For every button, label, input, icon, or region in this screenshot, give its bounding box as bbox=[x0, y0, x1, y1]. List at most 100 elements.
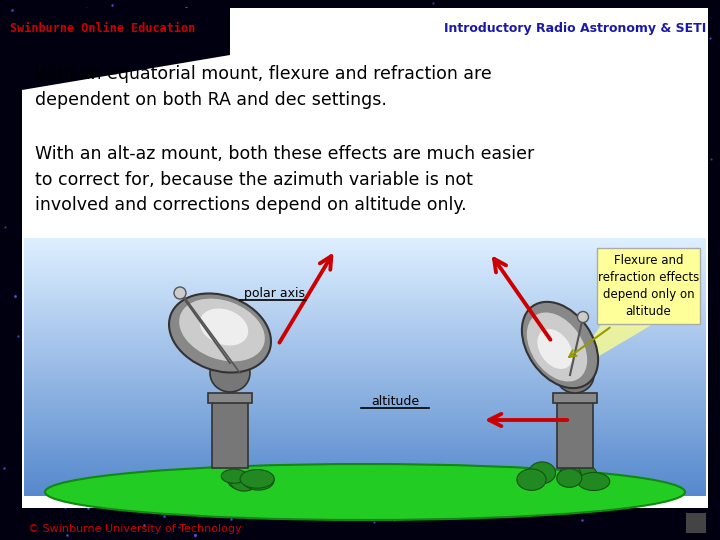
Bar bbox=[24, 336, 706, 339]
Bar bbox=[24, 318, 706, 321]
Ellipse shape bbox=[210, 354, 250, 392]
Ellipse shape bbox=[179, 298, 266, 362]
Ellipse shape bbox=[253, 472, 273, 487]
Bar bbox=[24, 282, 706, 285]
Bar bbox=[24, 361, 706, 365]
Bar bbox=[24, 284, 706, 287]
Ellipse shape bbox=[537, 329, 572, 369]
Bar bbox=[24, 467, 706, 470]
Bar bbox=[24, 276, 706, 280]
Bar bbox=[24, 251, 706, 254]
Text: polar axis: polar axis bbox=[243, 287, 305, 300]
Bar bbox=[24, 438, 706, 442]
Bar bbox=[24, 346, 706, 349]
Bar bbox=[24, 405, 706, 408]
Text: altitude: altitude bbox=[371, 395, 419, 408]
Text: Introductory Radio Astronomy & SETI: Introductory Radio Astronomy & SETI bbox=[444, 22, 706, 35]
Bar bbox=[24, 390, 706, 393]
Bar bbox=[24, 387, 706, 390]
Bar bbox=[24, 315, 706, 318]
Polygon shape bbox=[567, 275, 660, 375]
Bar bbox=[24, 297, 706, 300]
Bar bbox=[24, 287, 706, 290]
Bar bbox=[24, 413, 706, 416]
Text: © Swinburne University of Technology: © Swinburne University of Technology bbox=[28, 524, 242, 534]
Ellipse shape bbox=[528, 462, 556, 484]
Bar bbox=[24, 462, 706, 464]
Bar bbox=[24, 421, 706, 423]
Bar bbox=[553, 393, 597, 403]
Bar bbox=[24, 264, 706, 267]
Bar bbox=[24, 451, 706, 454]
Bar bbox=[24, 469, 706, 472]
Text: With an equatorial mount, flexure and refraction are
dependent on both RA and de: With an equatorial mount, flexure and re… bbox=[35, 65, 492, 109]
Bar bbox=[24, 472, 706, 475]
Bar bbox=[24, 372, 706, 375]
Bar bbox=[24, 379, 706, 382]
Ellipse shape bbox=[45, 464, 685, 520]
Bar bbox=[24, 307, 706, 310]
Ellipse shape bbox=[199, 308, 248, 346]
Ellipse shape bbox=[228, 472, 252, 489]
Ellipse shape bbox=[517, 469, 546, 490]
Bar bbox=[24, 359, 706, 362]
Polygon shape bbox=[22, 8, 230, 90]
Bar bbox=[24, 475, 706, 477]
Bar bbox=[24, 341, 706, 344]
Bar bbox=[24, 259, 706, 261]
Bar bbox=[24, 354, 706, 357]
Ellipse shape bbox=[557, 469, 582, 487]
Text: With an alt-az mount, both these effects are much easier
to correct for, because: With an alt-az mount, both these effects… bbox=[35, 145, 534, 214]
Bar bbox=[24, 431, 706, 434]
Bar bbox=[24, 428, 706, 431]
Bar bbox=[24, 433, 706, 436]
Bar bbox=[24, 423, 706, 426]
Bar bbox=[24, 384, 706, 388]
Ellipse shape bbox=[522, 302, 598, 388]
Ellipse shape bbox=[243, 471, 274, 490]
Bar bbox=[24, 410, 706, 413]
Bar bbox=[24, 443, 706, 447]
Bar bbox=[24, 274, 706, 277]
Bar bbox=[24, 289, 706, 293]
Bar bbox=[24, 246, 706, 249]
Bar bbox=[24, 330, 706, 334]
Bar bbox=[24, 253, 706, 256]
Ellipse shape bbox=[574, 465, 597, 483]
Bar bbox=[24, 415, 706, 418]
Ellipse shape bbox=[169, 293, 271, 373]
Bar bbox=[24, 374, 706, 377]
Ellipse shape bbox=[556, 357, 594, 393]
Ellipse shape bbox=[230, 472, 258, 491]
Bar bbox=[24, 305, 706, 308]
Bar bbox=[24, 456, 706, 460]
Bar bbox=[24, 292, 706, 295]
Bar bbox=[24, 294, 706, 298]
Bar bbox=[24, 256, 706, 259]
Bar bbox=[24, 323, 706, 326]
Bar bbox=[24, 328, 706, 331]
Bar bbox=[24, 482, 706, 485]
Bar bbox=[686, 513, 706, 533]
Bar bbox=[24, 338, 706, 341]
Bar bbox=[24, 243, 706, 246]
Bar bbox=[24, 300, 706, 303]
Bar bbox=[24, 326, 706, 328]
Bar bbox=[24, 485, 706, 488]
Bar bbox=[24, 392, 706, 395]
Bar bbox=[24, 426, 706, 429]
Bar bbox=[24, 400, 706, 403]
Bar bbox=[24, 348, 706, 352]
Bar bbox=[24, 492, 706, 496]
Ellipse shape bbox=[240, 470, 274, 488]
Bar bbox=[24, 382, 706, 385]
Bar bbox=[24, 310, 706, 313]
Bar bbox=[24, 402, 706, 406]
Bar bbox=[24, 266, 706, 269]
Bar bbox=[212, 398, 248, 468]
Text: Flexure and
refraction effects
depend only on
altitude: Flexure and refraction effects depend on… bbox=[598, 254, 699, 318]
Bar bbox=[24, 261, 706, 264]
Bar bbox=[24, 279, 706, 282]
Bar bbox=[24, 313, 706, 315]
Bar bbox=[24, 269, 706, 272]
